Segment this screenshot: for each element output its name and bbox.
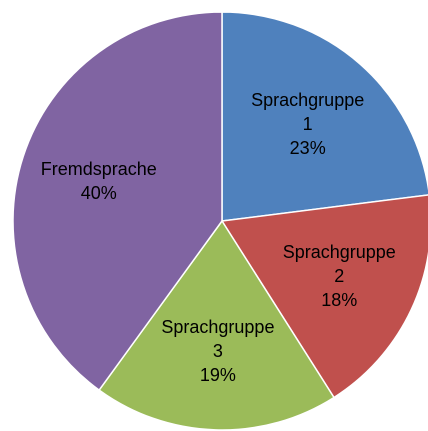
value-label: 23% — [289, 137, 326, 158]
value-label: 19% — [199, 364, 236, 385]
value-label: 18% — [321, 290, 358, 311]
slice-label: Sprachgruppe 2 18% — [281, 240, 397, 312]
pie-slice — [221, 11, 428, 222]
category-label: Sprachgruppe 3 — [161, 316, 275, 361]
value-label: 40% — [80, 182, 117, 203]
category-label: Sprachgruppe 2 — [282, 242, 396, 287]
pie-slice — [98, 219, 336, 431]
pie-slice — [12, 11, 223, 392]
slice-label: Fremdsprache 40% — [41, 157, 157, 205]
pie-slice — [220, 194, 428, 399]
category-label: Fremdsprache — [40, 158, 157, 179]
category-label: Sprachgruppe 1 — [251, 89, 365, 134]
slice-label: Sprachgruppe 1 23% — [250, 88, 366, 160]
slice-label: Sprachgruppe 3 19% — [160, 315, 276, 387]
